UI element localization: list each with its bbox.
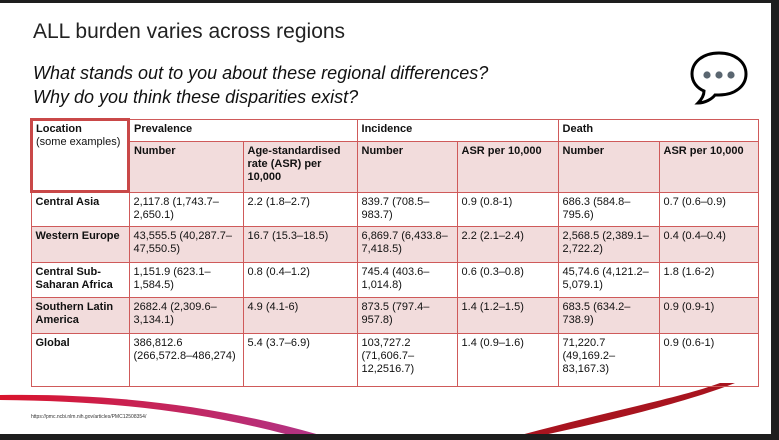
row-location: Southern Latin America: [30, 296, 130, 334]
cell: 5.4 (3.7–6.9): [242, 332, 358, 387]
cell: 686.3 (584.8–795.6): [557, 191, 660, 227]
cell: 2682.4 (2,309.6–3,134.1): [128, 296, 244, 334]
question-2: Why do you think these disparities exist…: [33, 87, 359, 107]
cell: 386,812.6 (266,572.8–486,274): [128, 332, 244, 387]
cell: 0.4 (0.4–0.4): [658, 225, 759, 263]
cell: 2,568.5 (2,389.1–2,722.2): [557, 225, 660, 263]
table-row: Central Asia 2,117.8 (1,743.7–2,650.1) 2…: [30, 191, 759, 227]
all-burden-table: Location (some examples) Prevalence Incid…: [30, 118, 759, 387]
cell: 0.7 (0.6–0.9): [658, 191, 759, 227]
row-location: Central Sub-Saharan Africa: [30, 261, 130, 298]
row-location: Central Asia: [30, 191, 130, 227]
cell: 873.5 (797.4–957.8): [356, 296, 458, 334]
cell: 0.9 (0.9-1): [658, 296, 759, 334]
cell: 2.2 (2.1–2.4): [456, 225, 559, 263]
slide: ALL burden varies across regions What st…: [0, 3, 771, 434]
table-row: Southern Latin America 2682.4 (2,309.6–3…: [30, 296, 759, 334]
subheader: Number: [356, 140, 458, 193]
decorative-swoosh: [0, 383, 735, 434]
cell: 0.8 (0.4–1.2): [242, 261, 358, 298]
speech-bubble-ellipsis-icon: [690, 51, 748, 105]
question-1: What stands out to you about these regio…: [33, 63, 489, 83]
cell: 0.6 (0.3–0.8): [456, 261, 559, 298]
cell: 45,74.6 (4,121.2–5,079.1): [557, 261, 660, 298]
table-row: Western Europe 43,555.5 (40,287.7–47,550…: [30, 225, 759, 263]
table-row: Global 386,812.6 (266,572.8–486,274) 5.4…: [30, 332, 759, 387]
cell: 2.2 (1.8–2.7): [242, 191, 358, 227]
cell: 839.7 (708.5–983.7): [356, 191, 458, 227]
cell: 0.9 (0.6-1): [658, 332, 759, 387]
cell: 683.5 (634.2–738.9): [557, 296, 660, 334]
subheader: Age-standardised rate (ASR) per 10,000: [242, 140, 358, 193]
subheader: ASR per 10,000: [456, 140, 559, 193]
cell: 71,220.7 (49,169.2–83,167.3): [557, 332, 660, 387]
table-row: Central Sub-Saharan Africa 1,151.9 (623.…: [30, 261, 759, 298]
cell: 103,727.2 (71,606.7–12,2516.7): [356, 332, 458, 387]
cell: 1.4 (0.9–1.6): [456, 332, 559, 387]
cell: 4.9 (4.1-6): [242, 296, 358, 334]
location-header: Location (some examples): [30, 118, 130, 193]
cell: 2,117.8 (1,743.7–2,650.1): [128, 191, 244, 227]
subheader: Number: [128, 140, 244, 193]
row-location: Western Europe: [30, 225, 130, 263]
source-url[interactable]: https://pmc.ncbi.nlm.nih.gov/articles/PM…: [31, 414, 147, 420]
cell: 1.8 (1.6-2): [658, 261, 759, 298]
subheader: ASR per 10,000: [658, 140, 759, 193]
cell: 16.7 (15.3–18.5): [242, 225, 358, 263]
subheader: Number: [557, 140, 660, 193]
cell: 745.4 (403.6–1,014.8): [356, 261, 458, 298]
cell: 6,869.7 (6,433.8–7,418.5): [356, 225, 458, 263]
group-prevalence: Prevalence: [128, 118, 358, 142]
cell: 1,151.9 (623.1–1,584.5): [128, 261, 244, 298]
row-location: Global: [30, 332, 130, 387]
cell: 1.4 (1.2–1.5): [456, 296, 559, 334]
cell: 43,555.5 (40,287.7–47,550.5): [128, 225, 244, 263]
cell: 0.9 (0.8-1): [456, 191, 559, 227]
group-incidence: Incidence: [356, 118, 559, 142]
slide-title: ALL burden varies across regions: [33, 20, 346, 43]
group-death: Death: [557, 118, 759, 142]
